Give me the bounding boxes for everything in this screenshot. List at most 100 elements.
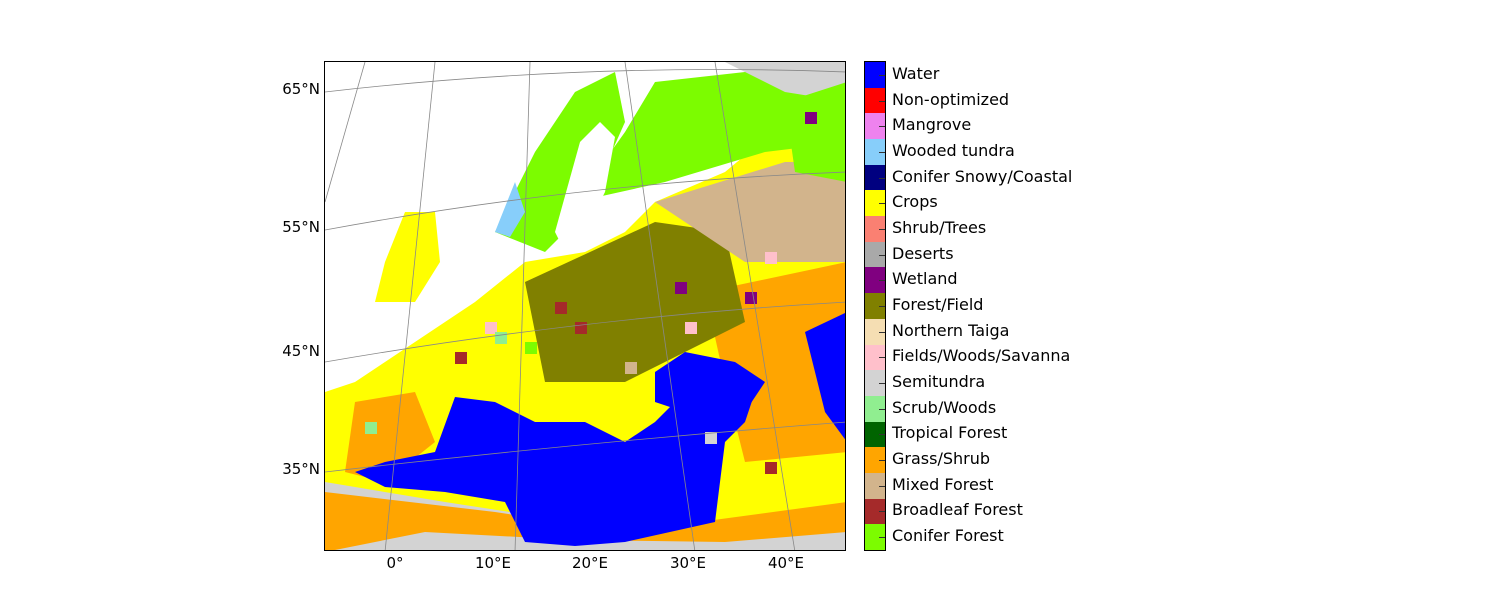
lat-label-35n: 35°N <box>282 460 320 478</box>
lon-label-0: 0° <box>386 554 404 572</box>
lat-label-45n: 45°N <box>282 342 320 360</box>
legend-swatch-conifer-forest <box>865 524 885 551</box>
legend-swatch-mangrove <box>865 113 885 140</box>
map-cell <box>495 332 507 344</box>
land-cover-map <box>324 61 846 551</box>
legend-label: Mixed Forest <box>892 474 994 494</box>
legend-swatch-wetland <box>865 267 885 294</box>
legend-tick <box>879 485 885 487</box>
legend-label: Non-optimized <box>892 89 1010 109</box>
legend-label: Tropical Forest <box>892 423 1008 443</box>
legend-colorbar <box>864 61 886 551</box>
legend-swatch-northern-taiga <box>865 318 885 345</box>
legend-swatch-tropical-forest <box>865 421 885 448</box>
lat-label-55n: 55°N <box>282 218 320 236</box>
region-russia-mixed <box>655 162 845 262</box>
legend-tick <box>879 100 885 102</box>
legend-swatch-crops <box>865 190 885 217</box>
legend-tick <box>879 177 885 179</box>
legend-label: Northern Taiga <box>892 320 1010 340</box>
legend-label: Wooded tundra <box>892 140 1015 160</box>
legend-swatch-shrub-trees <box>865 216 885 243</box>
graticule-line <box>325 171 845 231</box>
map-cell <box>675 282 687 294</box>
map-cell <box>625 362 637 374</box>
region-mediterranean <box>355 372 755 546</box>
map-cell <box>455 352 467 364</box>
region-black-sea <box>655 352 765 412</box>
legend-swatch-broadleaf-forest <box>865 498 885 525</box>
graticule-line <box>624 62 696 550</box>
legend-tick <box>879 408 885 410</box>
legend-label: Water <box>892 63 940 83</box>
map-cell <box>765 252 777 264</box>
region-britain <box>375 212 440 302</box>
lon-label-20e: 20°E <box>571 554 609 572</box>
map-cell <box>575 322 587 334</box>
legend-tick <box>879 460 885 462</box>
lat-label-65n: 65°N <box>282 80 320 98</box>
legend-label: Conifer Snowy/Coastal <box>892 166 1073 186</box>
legend-swatch-scrub-woods <box>865 395 885 423</box>
lon-label-30e: 30°E <box>669 554 707 572</box>
map-cell <box>365 422 377 434</box>
graticule-line <box>384 62 436 550</box>
legend-tick <box>879 357 885 359</box>
legend-tick <box>879 126 885 128</box>
legend-label: Shrub/Trees <box>892 217 987 237</box>
legend-swatch-conifer-snowy-coastal <box>865 164 885 191</box>
legend-swatch-non-optimized <box>865 87 885 114</box>
map-cell <box>745 292 757 304</box>
region-caspian <box>805 312 845 440</box>
legend-label: Deserts <box>892 243 954 263</box>
region-finland-russia-forest <box>575 62 845 202</box>
legend-label: Fields/Woods/Savanna <box>892 346 1071 366</box>
legend-tick <box>879 306 885 307</box>
legend-label: Crops <box>892 192 938 212</box>
map-cell <box>765 462 777 474</box>
legend-swatch-semitundra <box>865 370 885 397</box>
region-baltic <box>555 122 615 252</box>
legend-label: Broadleaf Forest <box>892 500 1023 520</box>
region-eastern-europe <box>525 222 745 382</box>
legend-swatch-deserts <box>865 241 885 268</box>
map-cell <box>555 302 567 314</box>
legend-label: Mangrove <box>892 115 972 135</box>
legend-swatch-water <box>865 62 885 89</box>
legend-label: Semitundra <box>892 372 986 392</box>
legend-tick <box>879 228 885 230</box>
legend-tick <box>879 203 885 205</box>
legend-tick <box>879 383 885 385</box>
region-africa-coast <box>325 492 845 550</box>
lon-label-10e: 10°E <box>474 554 512 572</box>
legend-tick <box>879 151 885 153</box>
legend-label: Wetland <box>892 269 958 289</box>
legend-tick <box>879 331 885 333</box>
legend-swatch-fields-woods-savanna <box>865 344 885 371</box>
map-cell <box>525 342 537 354</box>
map-cell <box>685 322 697 334</box>
region-arctic <box>725 62 845 102</box>
legend-swatch-wooded-tundra <box>865 139 885 166</box>
graticule-line <box>514 62 531 550</box>
legend-tick <box>879 434 885 436</box>
legend-swatch-grass-shrub <box>865 447 885 474</box>
graticule-line <box>325 62 366 203</box>
legend-tick <box>879 537 885 539</box>
map-cell <box>705 432 717 444</box>
legend-swatch-mixed-forest <box>865 472 885 500</box>
graticule-line <box>325 301 845 363</box>
legend-swatch-forest-field <box>865 293 885 320</box>
region-scandinavia-coast <box>495 182 525 237</box>
legend-label: Forest/Field <box>892 295 984 314</box>
region-urals <box>785 82 845 182</box>
legend-tick <box>879 511 885 513</box>
legend-tick <box>879 254 885 256</box>
legend-label: Conifer Forest <box>892 526 1004 546</box>
graticule-line <box>714 62 796 550</box>
legend-label: Grass/Shrub <box>892 449 991 469</box>
map-cell <box>485 322 497 334</box>
map-cell <box>805 112 817 124</box>
legend-tick <box>879 74 885 76</box>
legend-label: Scrub/Woods <box>892 397 997 417</box>
